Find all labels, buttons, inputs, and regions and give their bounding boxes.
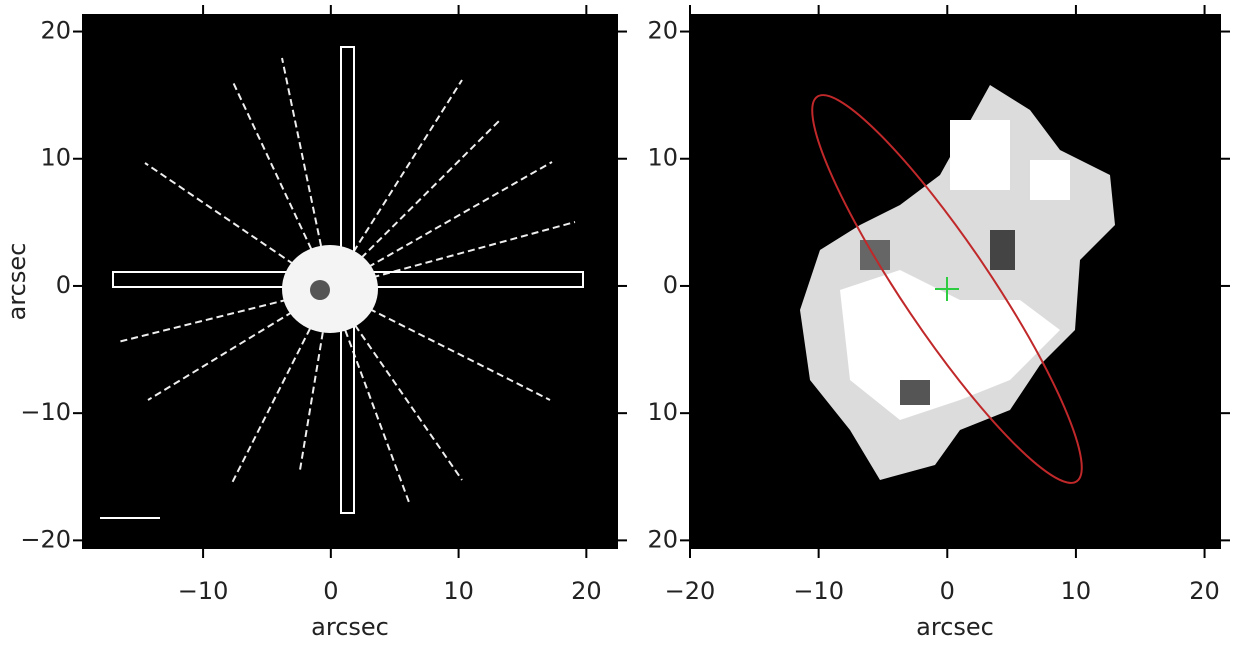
y-tick-label: 0 <box>56 271 71 299</box>
x-tick-label: 0 <box>323 577 338 605</box>
y-tick-label: −10 <box>20 398 71 426</box>
x-tick-label: 20 <box>1189 577 1220 605</box>
x-axis-label: arcsec <box>311 613 389 641</box>
y-tick-label: 10 <box>40 144 71 172</box>
y-axis-label: arcsec <box>3 243 31 321</box>
right-frame <box>689 14 1221 549</box>
y-tick-label: 0 <box>663 271 678 299</box>
x-tick-label: 10 <box>443 577 474 605</box>
x-tick-label: −10 <box>793 577 844 605</box>
y-tick-label: 20 <box>647 525 678 553</box>
y-tick-label: 10 <box>647 144 678 172</box>
x-tick-label: 20 <box>571 577 602 605</box>
y-tick-label: −20 <box>20 525 71 553</box>
y-tick-label: 20 <box>647 17 678 45</box>
left-image <box>83 15 617 548</box>
x-tick-label: 10 <box>1061 577 1092 605</box>
y-tick-label: 20 <box>40 17 71 45</box>
x-tick-label: 0 <box>940 577 955 605</box>
right-image <box>690 15 1220 548</box>
x-tick-label: −10 <box>178 577 229 605</box>
x-axis-label: arcsec <box>916 613 994 641</box>
left-frame <box>82 14 618 549</box>
y-tick-label: 10 <box>647 398 678 426</box>
x-tick-label: −20 <box>665 577 716 605</box>
